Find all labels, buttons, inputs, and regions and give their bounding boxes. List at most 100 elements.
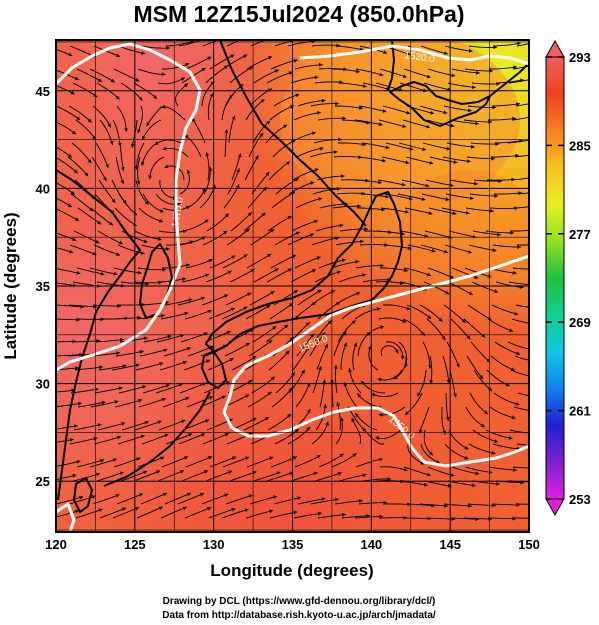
streamline-arrowhead: [312, 301, 317, 306]
streamline: [464, 68, 493, 72]
streamline-arrowhead: [468, 291, 473, 295]
streamline-arrowhead: [224, 213, 229, 218]
streamline: [184, 507, 212, 519]
streamline-arrowhead: [535, 175, 539, 179]
x-tick-label: 125: [124, 537, 146, 552]
streamline-arrowhead: [206, 359, 211, 364]
streamline-arrowhead: [141, 51, 145, 55]
streamline-arrowhead: [91, 495, 96, 499]
streamline: [355, 458, 383, 468]
streamline: [141, 45, 170, 49]
streamline-arrowhead: [293, 59, 298, 63]
streamline-arrowhead: [140, 251, 145, 255]
streamline: [137, 156, 141, 185]
streamline: [76, 459, 105, 468]
streamline: [379, 466, 408, 471]
streamline-arrowhead: [356, 69, 360, 74]
streamline: [162, 147, 189, 158]
russia-coast: [219, 40, 367, 227]
streamline: [309, 151, 338, 158]
streamline: [209, 456, 237, 468]
streamline-arrowhead: [94, 387, 99, 392]
streamline-arrowhead: [124, 128, 128, 132]
streamline: [314, 472, 342, 482]
streamline: [266, 268, 292, 283]
streamline-arrowhead: [96, 472, 100, 477]
streamline-arrowhead: [210, 345, 215, 350]
streamline-arrowhead: [115, 494, 120, 498]
streamline: [165, 240, 194, 246]
streamline: [420, 244, 449, 254]
streamline-arrowhead: [276, 471, 281, 475]
streamline: [56, 48, 73, 57]
streamline: [421, 193, 450, 201]
streamline-arrowhead: [221, 395, 226, 400]
streamline: [178, 433, 206, 445]
streamline: [495, 281, 524, 288]
streamline-arrowhead: [109, 140, 114, 145]
streamline-arrowhead: [142, 385, 147, 389]
streamline: [381, 156, 410, 164]
streamline-arrowhead: [456, 363, 460, 368]
ryukyu-islands: [103, 391, 211, 487]
streamline-arrowhead: [339, 223, 344, 228]
map-title: MSM 12Z15Jul2024 (850.0hPa): [133, 1, 464, 27]
streamline: [494, 341, 521, 355]
streamline: [164, 492, 191, 505]
streamline-arrowhead: [293, 510, 298, 515]
streamline-arrowhead: [136, 180, 141, 185]
streamline-arrowhead: [383, 50, 387, 54]
streamline-arrowhead: [306, 409, 311, 414]
streamline: [246, 253, 272, 269]
streamline-arrowhead: [378, 180, 382, 185]
streamline-arrowhead: [120, 337, 124, 342]
streamline-arrowhead: [93, 304, 97, 309]
streamline-arrowhead: [163, 348, 168, 353]
x-tick-label: 145: [439, 537, 461, 552]
streamline: [447, 480, 476, 487]
streamline: [247, 391, 272, 408]
streamline-arrowhead: [243, 306, 248, 311]
streamline: [73, 423, 102, 431]
streamline: [354, 516, 384, 519]
streamline: [56, 496, 84, 505]
streamline: [251, 171, 270, 195]
streamline-arrowhead: [402, 124, 407, 128]
streamline-arrowhead: [97, 423, 102, 427]
streamline: [56, 438, 74, 443]
streamline-arrowhead: [75, 366, 79, 371]
streamline: [275, 177, 300, 195]
streamline-arrowhead: [305, 322, 310, 326]
streamline-arrowhead: [76, 270, 81, 275]
streamline-arrowhead: [319, 62, 323, 67]
streamline-arrowhead: [355, 413, 359, 418]
credit-data: Data from http://database.rish.kyoto-u.a…: [162, 610, 436, 621]
streamline-arrowhead: [231, 115, 236, 120]
streamline: [375, 281, 404, 285]
streamline: [143, 335, 172, 343]
streamline-arrowhead: [142, 135, 146, 140]
streamline-arrowhead: [70, 191, 75, 195]
streamline: [516, 443, 529, 446]
streamline: [406, 503, 435, 507]
streamline-arrowhead: [200, 492, 204, 497]
streamline-arrowhead: [492, 105, 496, 110]
streamline-arrowhead: [362, 427, 367, 432]
sakhalin-coast: [387, 40, 395, 91]
streamline-arrowhead: [316, 455, 321, 459]
streamline-arrowhead: [243, 54, 248, 59]
streamline-arrowhead: [453, 160, 458, 164]
streamline-arrowhead: [362, 473, 367, 478]
streamline: [253, 268, 279, 283]
streamline-arrowhead: [130, 143, 135, 148]
streamline-arrowhead: [540, 306, 544, 310]
streamline-arrowhead: [541, 502, 545, 506]
streamline: [186, 187, 206, 209]
streamline-arrowhead: [420, 461, 425, 465]
streamline: [403, 517, 432, 520]
streamline-arrowhead: [207, 56, 212, 61]
streamline-arrowhead: [184, 83, 188, 88]
contour-1550-line: [222, 254, 529, 468]
streamline: [492, 443, 521, 450]
